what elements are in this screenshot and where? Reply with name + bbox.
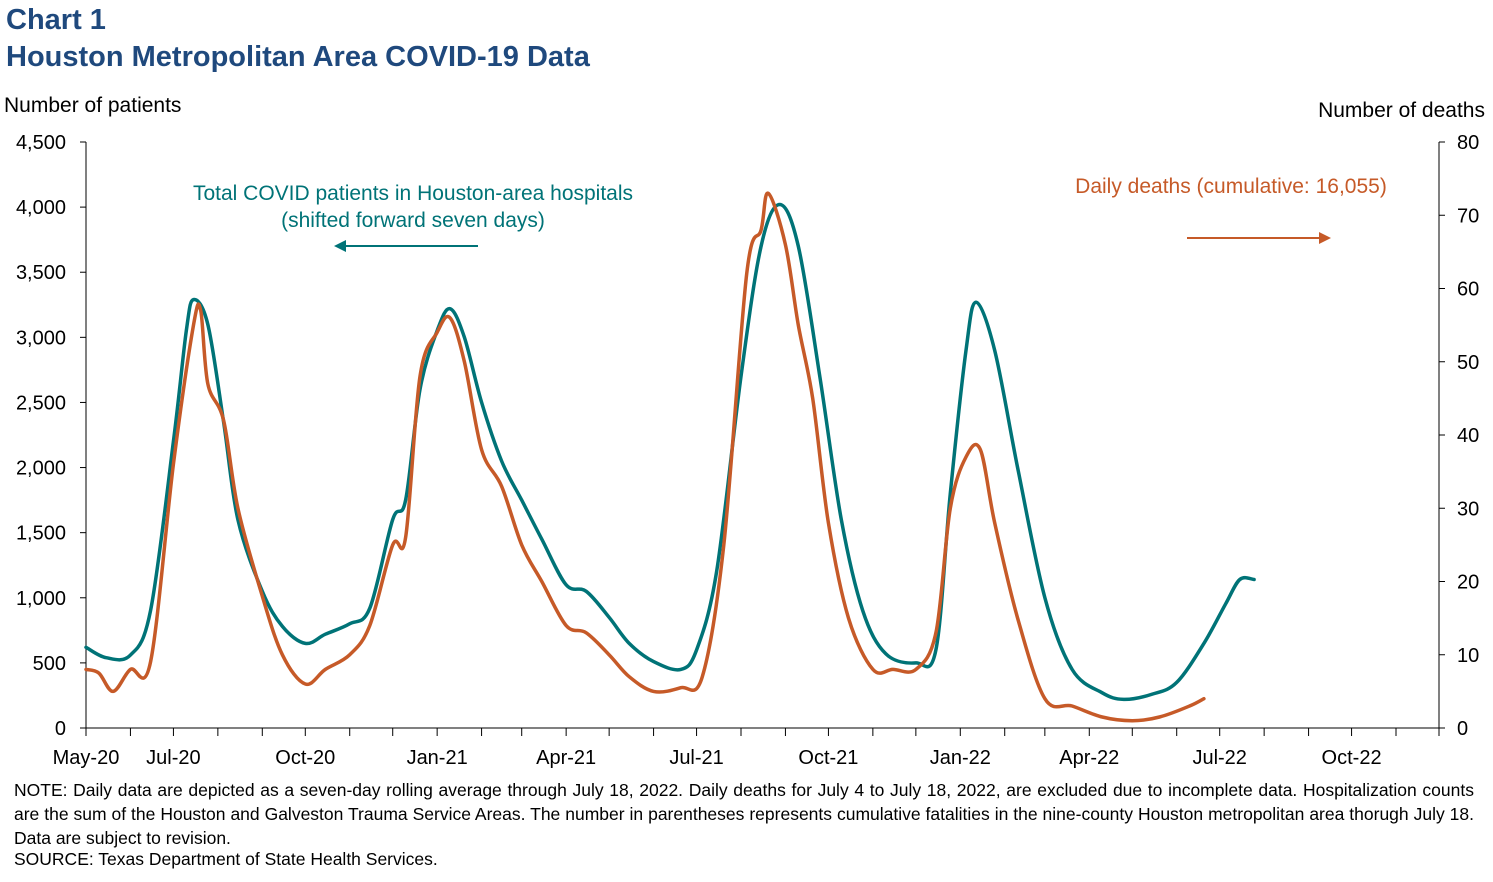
x-tick-label: Jul-22 <box>1192 747 1246 769</box>
right-tick-label: 10 <box>1457 645 1479 667</box>
deaths-annotation: Daily deaths (cumulative: 16,055) <box>1075 175 1387 198</box>
x-tick-label: Oct-22 <box>1322 747 1382 769</box>
footnote: NOTE: Daily data are depicted as a seven… <box>14 780 1474 848</box>
left-tick-label: 1,500 <box>16 523 66 545</box>
right-tick-label: 20 <box>1457 572 1479 594</box>
left-tick-label: 0 <box>55 718 66 740</box>
x-tick-label: Oct-21 <box>798 747 858 769</box>
x-tick-label: Jul-21 <box>669 747 723 769</box>
right-tick-label: 0 <box>1457 718 1468 740</box>
right-tick-label: 80 <box>1457 132 1479 154</box>
x-tick-label: Oct-20 <box>275 747 335 769</box>
chart-title-line1: Chart 1 <box>6 4 106 36</box>
chart-title-line2: Houston Metropolitan Area COVID-19 Data <box>6 41 590 73</box>
left-tick-label: 2,500 <box>16 392 66 414</box>
left-tick-label: 2,000 <box>16 458 66 480</box>
x-tick-label: Jan-21 <box>407 747 468 769</box>
left-tick-label: 1,000 <box>16 588 66 610</box>
right-tick-label: 70 <box>1457 205 1479 227</box>
x-tick-label: Jan-22 <box>930 747 991 769</box>
hospital-patients-line <box>84 202 1256 702</box>
hospital-annotation-line1: Total COVID patients in Houston-area hos… <box>193 182 633 205</box>
x-tick-label: May-20 <box>53 747 120 769</box>
hospital-annotation-line2: (shifted forward seven days) <box>281 209 545 232</box>
right-tick-label: 60 <box>1457 279 1479 301</box>
right-tick-label: 40 <box>1457 425 1479 447</box>
x-tick-label: Apr-21 <box>536 747 596 769</box>
left-tick-label: 4,000 <box>16 197 66 219</box>
right-axis-label: Number of deaths <box>1318 99 1485 122</box>
left-tick-label: 500 <box>33 653 66 675</box>
left-arrow-icon <box>334 240 346 252</box>
x-tick-label: Apr-22 <box>1059 747 1119 769</box>
right-tick-label: 30 <box>1457 498 1479 520</box>
left-tick-label: 4,500 <box>16 132 66 154</box>
right-arrow-icon <box>1319 232 1331 244</box>
source-note: SOURCE: Texas Department of State Health… <box>14 849 438 869</box>
left-axis-label: Number of patients <box>4 94 182 117</box>
right-tick-label: 50 <box>1457 352 1479 374</box>
left-tick-label: 3,000 <box>16 327 66 349</box>
x-tick-label: Jul-20 <box>146 747 200 769</box>
daily-deaths-line <box>84 191 1206 723</box>
left-tick-label: 3,500 <box>16 262 66 284</box>
